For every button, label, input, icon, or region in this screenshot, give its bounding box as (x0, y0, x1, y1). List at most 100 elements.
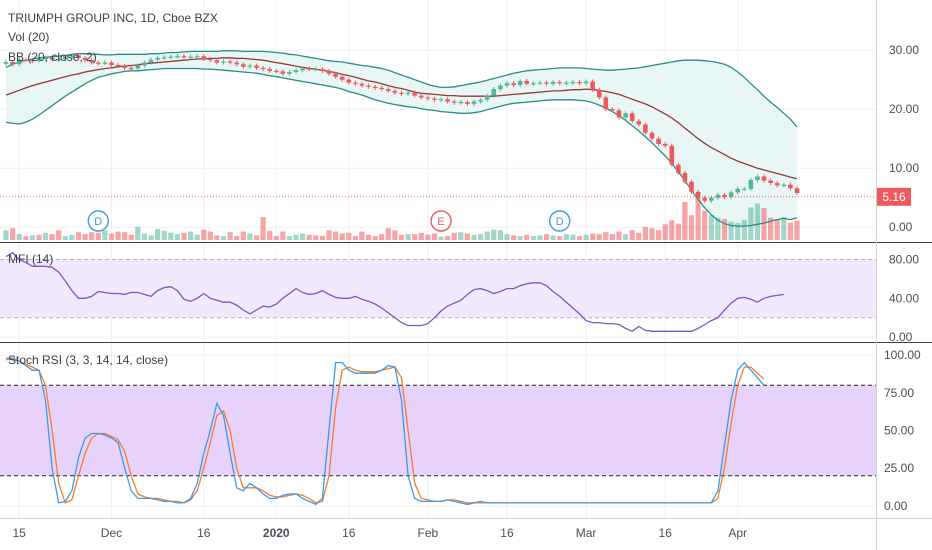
candle (359, 83, 365, 86)
stoch-k-line (6, 357, 765, 506)
candle (412, 92, 417, 96)
price-axis-tick-label: 30.00 (889, 43, 919, 57)
candle (774, 183, 780, 186)
candle (109, 62, 114, 65)
volume-bar (148, 235, 154, 240)
mfi-line (5, 251, 784, 333)
candle (649, 132, 655, 139)
x-axis-tick-label: 16 (342, 526, 356, 540)
volume-bar (3, 230, 9, 240)
candle (590, 81, 595, 90)
candle (504, 83, 510, 86)
volume-bar (662, 224, 668, 240)
candle (735, 188, 740, 193)
volume-indicator-label[interactable]: Vol (20) (8, 30, 50, 44)
volume-bar (550, 235, 556, 240)
volume-bar (702, 210, 708, 240)
candle (702, 197, 707, 201)
volume-bar (385, 228, 391, 240)
candle (616, 110, 622, 118)
candle (214, 60, 220, 63)
candle (3, 62, 9, 64)
candle (82, 57, 88, 61)
candle (69, 55, 75, 57)
candle (432, 98, 437, 100)
last-price-tag (877, 187, 911, 206)
x-axis-tick-label: 16 (658, 526, 672, 540)
x-axis-tick-label: 16 (500, 526, 514, 540)
volume-bar (530, 236, 536, 240)
volume-bar (372, 236, 378, 240)
candle (544, 82, 549, 84)
event-marker (549, 210, 571, 232)
volume-bar (431, 233, 438, 240)
candle (419, 95, 424, 98)
candle (623, 113, 628, 118)
volume-bar (267, 230, 273, 240)
stoch-rsi-indicator-label[interactable]: Stoch RSI (3, 3, 14, 14, close) (8, 353, 169, 367)
volume-bar (741, 219, 747, 240)
stoch-axis-tick-label: 0.00 (884, 499, 908, 513)
volume-bar (108, 233, 115, 240)
candle (643, 124, 648, 133)
volume-bar (201, 229, 207, 240)
volume-bar (181, 232, 187, 240)
volume-bar (484, 231, 490, 240)
volume-bar (280, 231, 286, 240)
volume-bar (497, 230, 503, 240)
volume-bar (326, 230, 332, 240)
mfi-axis-tick-label: 80.00 (889, 253, 919, 267)
volume-bar (346, 232, 352, 240)
volume-bar (412, 234, 418, 240)
candle (122, 66, 127, 68)
candle (326, 70, 332, 74)
candle (89, 60, 94, 63)
candle (366, 85, 371, 87)
volume-bar (155, 228, 161, 240)
volume-bar (168, 232, 174, 240)
candle (30, 60, 35, 62)
volume-bar (293, 234, 299, 240)
mfi-indicator-label[interactable]: MFI (14) (8, 252, 54, 266)
candle (564, 82, 569, 84)
volume-bar (688, 215, 695, 240)
candle (227, 61, 233, 63)
candle (425, 97, 431, 99)
candle (221, 61, 226, 63)
volume-bar (438, 236, 444, 240)
volume-bar (286, 236, 292, 240)
volume-bar (392, 230, 398, 240)
volume-bar (115, 231, 121, 240)
volume-bar (735, 223, 741, 240)
volume-bar (563, 234, 569, 240)
stoch-axis-tick-label: 25.00 (884, 461, 914, 475)
volume-bar (629, 230, 635, 240)
volume-bar (23, 236, 29, 240)
bollinger-indicator-label[interactable]: BB (20, close, 2) (8, 50, 97, 64)
bollinger-upper-line (5, 50, 798, 128)
candle (491, 89, 497, 96)
volume-bar (273, 236, 279, 240)
volume-bar (787, 222, 793, 240)
candle (201, 56, 206, 60)
event-marker-label: E (437, 216, 444, 228)
event-marker (87, 210, 109, 232)
volume-bar (669, 220, 675, 240)
candle (550, 82, 556, 84)
candle (597, 89, 602, 98)
volume-bar (194, 234, 200, 240)
volume-bar (471, 234, 477, 240)
mfi-band-fill (0, 259, 876, 318)
candle (537, 82, 543, 84)
candle (788, 184, 793, 189)
volume-bar (754, 203, 761, 240)
volume-bar (128, 234, 134, 240)
candle (313, 69, 319, 71)
chart-title: TRIUMPH GROUP INC, 1D, Cboe BZX (8, 11, 218, 25)
volume-bar (365, 234, 372, 240)
x-axis-tick-label: Dec (101, 526, 122, 540)
volume-bar (570, 234, 576, 240)
volume-bar (56, 230, 62, 240)
volume-bar (721, 219, 728, 240)
